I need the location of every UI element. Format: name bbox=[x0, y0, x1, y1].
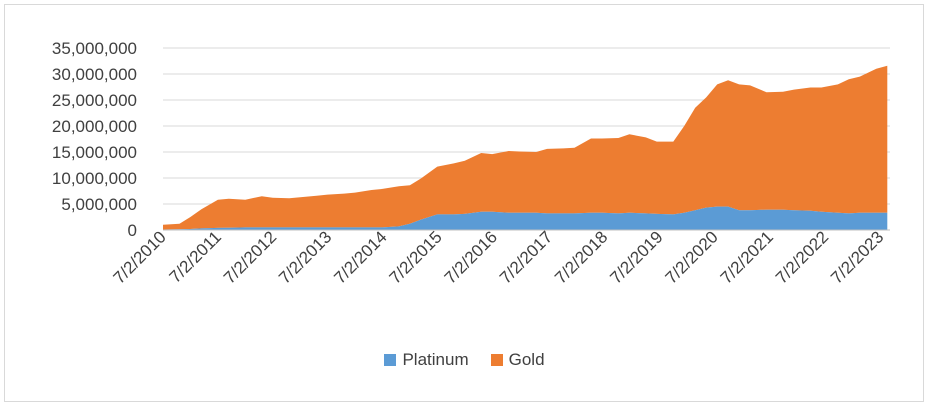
x-tick-label: 7/2/2021 bbox=[717, 227, 777, 287]
y-tick-label: 35,000,000 bbox=[52, 39, 137, 58]
x-tick-label: 7/2/2018 bbox=[551, 227, 611, 287]
x-tick-label: 7/2/2022 bbox=[772, 227, 832, 287]
legend-item-platinum: Platinum bbox=[384, 350, 469, 370]
y-tick-label: 20,000,000 bbox=[52, 117, 137, 136]
y-tick-label: 10,000,000 bbox=[52, 169, 137, 188]
x-tick-label: 7/2/2011 bbox=[166, 227, 225, 286]
legend-label-gold: Gold bbox=[508, 350, 545, 369]
x-tick-label: 7/2/2019 bbox=[606, 227, 666, 287]
x-tick-label: 7/2/2013 bbox=[275, 227, 335, 287]
y-tick-label: 0 bbox=[128, 221, 137, 240]
area-series bbox=[163, 65, 888, 230]
area-platinum bbox=[163, 206, 888, 230]
x-tick-labels: 7/2/20107/2/20117/2/20127/2/20137/2/2014… bbox=[110, 227, 888, 287]
x-tick-label: 7/2/2020 bbox=[662, 227, 722, 287]
x-tick-label: 7/2/2017 bbox=[496, 227, 556, 287]
x-tick-label: 7/2/2015 bbox=[386, 227, 446, 287]
legend: Platinum Gold bbox=[0, 350, 929, 370]
legend-swatch-gold bbox=[490, 354, 503, 366]
x-tick-label: 7/2/2023 bbox=[827, 227, 887, 287]
legend-item-gold: Gold bbox=[490, 350, 545, 370]
x-tick-label: 7/2/2012 bbox=[220, 227, 280, 287]
x-tick-label: 7/2/2010 bbox=[110, 227, 170, 287]
area-gold bbox=[163, 65, 888, 230]
legend-swatch-platinum bbox=[384, 354, 397, 366]
y-tick-labels: 35,000,000 30,000,000 25,000,000 20,000,000… bbox=[52, 39, 137, 240]
y-tick-label: 30,000,000 bbox=[52, 65, 137, 84]
legend-label-platinum: Platinum bbox=[402, 350, 469, 369]
y-tick-label: 15,000,000 bbox=[52, 143, 137, 162]
y-tick-label: 25,000,000 bbox=[52, 91, 137, 110]
y-tick-label: 5,000,000 bbox=[61, 195, 137, 214]
x-tick-label: 7/2/2014 bbox=[330, 227, 390, 287]
x-tick-label: 7/2/2016 bbox=[441, 227, 501, 287]
